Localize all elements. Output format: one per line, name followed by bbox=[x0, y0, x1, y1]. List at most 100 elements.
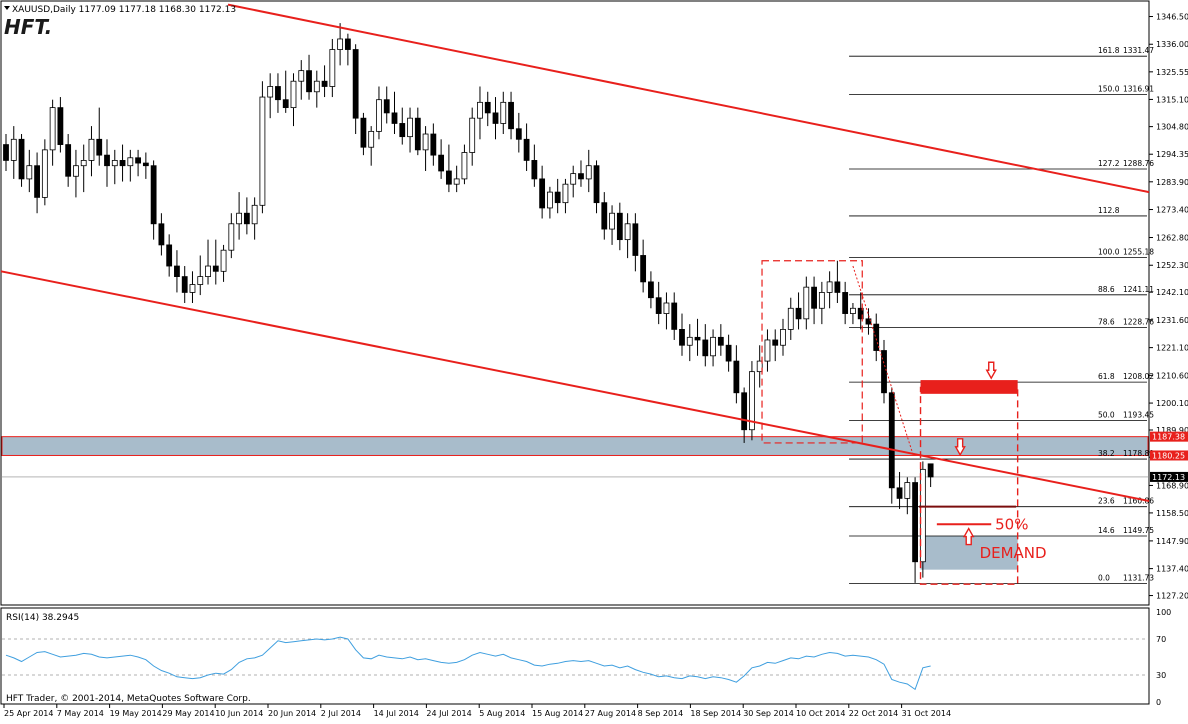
price-tick-label: 1200.10 bbox=[1156, 399, 1188, 408]
candle-body bbox=[73, 165, 79, 177]
candle-body bbox=[671, 302, 678, 330]
fib-ratio-label: 61.8 bbox=[1098, 372, 1115, 381]
candle-body bbox=[865, 318, 872, 325]
fib-ratio-label: 38.2 bbox=[1098, 449, 1115, 458]
candle-body bbox=[663, 302, 670, 314]
date-tick-label: 31 Oct 2014 bbox=[902, 709, 951, 718]
fib-ratio-label: 161.8 bbox=[1098, 46, 1120, 55]
price-tick-label: 1147.90 bbox=[1156, 537, 1188, 546]
date-tick-label: 25 Apr 2014 bbox=[4, 709, 53, 718]
candle-body bbox=[344, 38, 351, 50]
candle-body bbox=[896, 487, 903, 499]
candle-body bbox=[484, 101, 491, 114]
candle-body bbox=[624, 223, 631, 241]
rsi-panel-frame bbox=[0, 607, 1150, 705]
candle-body bbox=[49, 107, 56, 151]
candle-body bbox=[554, 191, 561, 204]
candle-body bbox=[562, 183, 569, 204]
fib-price-label: 1331.47 bbox=[1123, 46, 1154, 55]
swing-box bbox=[761, 260, 863, 444]
candle-body bbox=[616, 212, 623, 241]
candle-body bbox=[648, 281, 654, 299]
candle-body bbox=[850, 307, 856, 314]
rsi-axis-label: 30 bbox=[1156, 671, 1166, 680]
copyright-text: HFT Trader, © 2001-2014, MetaQuotes Soft… bbox=[6, 694, 251, 704]
price-tick-label: 1262.80 bbox=[1156, 234, 1188, 243]
candle-body bbox=[601, 202, 608, 230]
candle-body bbox=[818, 292, 825, 309]
candle-body bbox=[306, 70, 312, 93]
price-tick-label: 1346.50 bbox=[1156, 13, 1188, 22]
fib-ratio-label: 50.0 bbox=[1098, 411, 1115, 420]
rsi-axis-label: 0 bbox=[1156, 698, 1161, 707]
candle-body bbox=[694, 336, 701, 341]
candle-body bbox=[360, 117, 367, 148]
zone-high-tag-text: 1187.38 bbox=[1152, 433, 1185, 442]
fib-price-label: 1241.11 bbox=[1123, 285, 1154, 294]
date-tick-label: 7 May 2014 bbox=[57, 709, 104, 718]
candle-body bbox=[275, 86, 281, 101]
date-tick-label: 24 Jul 2014 bbox=[426, 709, 471, 718]
date-tick-label: 10 Oct 2014 bbox=[796, 709, 845, 718]
candle-body bbox=[57, 107, 64, 145]
candle-body bbox=[469, 117, 476, 153]
price-tick-label: 1221.10 bbox=[1156, 344, 1188, 353]
price-tick-label: 1294.35 bbox=[1156, 150, 1188, 159]
candle-body bbox=[259, 96, 266, 206]
candle-body bbox=[119, 160, 126, 167]
date-tick-label: 2 Jul 2014 bbox=[321, 709, 361, 718]
fib-price-label: 1228.76 bbox=[1123, 317, 1154, 326]
candle-body bbox=[407, 117, 413, 138]
supply-block bbox=[920, 380, 1018, 394]
candle-body bbox=[508, 101, 514, 130]
fib-price-label: 1178.89 bbox=[1123, 449, 1154, 458]
candle-body bbox=[888, 392, 895, 489]
fifty-up-arrow-icon bbox=[963, 527, 975, 546]
candle-body bbox=[857, 307, 864, 320]
rsi-axis-label: 70 bbox=[1156, 635, 1166, 644]
fib-ratio-label: 150.0 bbox=[1098, 85, 1120, 94]
date-tick-label: 14 Jul 2014 bbox=[374, 709, 419, 718]
candle-body bbox=[220, 249, 227, 272]
candle-body bbox=[578, 173, 584, 180]
current-price-tag bbox=[1150, 471, 1188, 482]
fib-price-label: 1193.45 bbox=[1123, 411, 1154, 420]
candle-body bbox=[492, 112, 499, 124]
price-panel-frame bbox=[0, 0, 1150, 606]
date-tick-label: 19 May 2014 bbox=[110, 709, 162, 718]
candle-body bbox=[158, 223, 165, 246]
price-tick-label: 1158.50 bbox=[1156, 509, 1188, 518]
candle-body bbox=[166, 244, 173, 267]
fib-price-label: 1288.76 bbox=[1123, 159, 1154, 168]
candle-body bbox=[104, 154, 110, 167]
header-dropdown-icon[interactable] bbox=[4, 6, 10, 10]
candle-body bbox=[593, 165, 600, 204]
date-tick-label: 18 Sep 2014 bbox=[690, 709, 741, 718]
chart-header: XAUUSD,Daily 1177.09 1177.18 1168.30 117… bbox=[12, 5, 236, 15]
candle-body bbox=[414, 117, 421, 151]
zone-high-tag bbox=[1150, 431, 1188, 442]
candle-body bbox=[531, 160, 538, 180]
candle-body bbox=[236, 212, 243, 225]
date-tick-label: 8 Sep 2014 bbox=[638, 709, 684, 718]
candle-body bbox=[523, 138, 530, 161]
candle-body bbox=[65, 144, 72, 177]
fib-price-label: 1131.73 bbox=[1123, 574, 1154, 583]
candle-body bbox=[174, 265, 180, 277]
date-tick-label: 20 Jun 2014 bbox=[268, 709, 316, 718]
candle-body bbox=[686, 336, 693, 346]
candle-body bbox=[679, 329, 685, 346]
date-tick-label: 27 Aug 2014 bbox=[585, 709, 636, 718]
candle-body bbox=[547, 191, 553, 209]
candle-body bbox=[772, 339, 779, 346]
candle-body bbox=[212, 265, 219, 272]
candle-body bbox=[710, 336, 716, 357]
price-tick-label: 1210.60 bbox=[1156, 371, 1188, 380]
fib-price-label: 1149.75 bbox=[1123, 526, 1154, 535]
fib-price-label: 1255.18 bbox=[1123, 248, 1154, 257]
candle-body bbox=[803, 286, 810, 320]
candle-body bbox=[904, 482, 911, 499]
candle-body bbox=[96, 138, 103, 156]
